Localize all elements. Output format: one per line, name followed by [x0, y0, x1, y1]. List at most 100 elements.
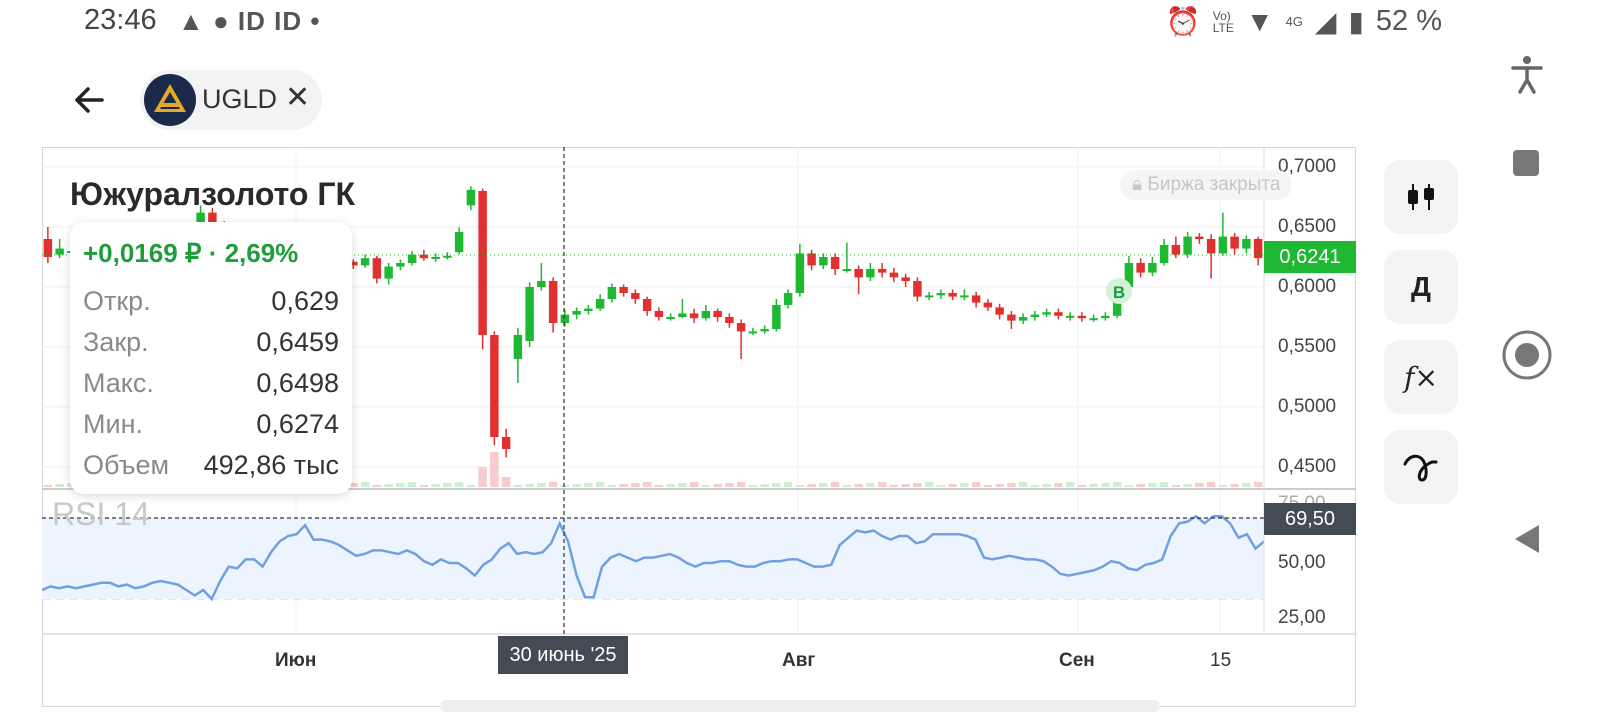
- candle-body[interactable]: [936, 293, 946, 296]
- close-icon[interactable]: ✕: [285, 81, 311, 114]
- candle-body[interactable]: [208, 212, 217, 225]
- drawing-tools-button[interactable]: [1384, 430, 1458, 504]
- candle-body[interactable]: [1018, 317, 1028, 321]
- candle-body[interactable]: [560, 314, 570, 323]
- candle-body[interactable]: [877, 269, 887, 273]
- candle-body[interactable]: [689, 313, 699, 319]
- back-nav-icon[interactable]: [1505, 517, 1549, 561]
- rsi-indicator-label[interactable]: RSI 14: [52, 496, 150, 532]
- volume-bar: [384, 484, 393, 487]
- candle-body[interactable]: [889, 272, 899, 278]
- candle-body[interactable]: [1206, 239, 1216, 254]
- candle-body[interactable]: [772, 305, 781, 329]
- candle-body[interactable]: [807, 253, 816, 266]
- candle-body[interactable]: [725, 317, 734, 323]
- candle-body[interactable]: [983, 302, 993, 308]
- candle-body[interactable]: [1159, 245, 1169, 263]
- buy-marker[interactable]: [1106, 278, 1132, 304]
- candle-tooltip: +0,0169 ₽ · 2,69% Откр. 0,629 Закр. 0,64…: [70, 222, 352, 494]
- candle-body[interactable]: [619, 287, 628, 293]
- candle-body[interactable]: [525, 287, 534, 341]
- candle-body[interactable]: [454, 231, 464, 253]
- candle-body[interactable]: [701, 311, 711, 319]
- candle-body[interactable]: [1253, 239, 1263, 259]
- candle-body[interactable]: [1101, 315, 1110, 319]
- candle-body[interactable]: [713, 311, 722, 317]
- candle-body[interactable]: [924, 295, 934, 298]
- candle-body[interactable]: [854, 269, 863, 278]
- candle-body[interactable]: [501, 437, 511, 449]
- candle-body[interactable]: [513, 335, 523, 359]
- candle-body[interactable]: [384, 266, 393, 279]
- candle-body[interactable]: [537, 281, 546, 287]
- candle-body[interactable]: [666, 317, 675, 319]
- candle-body[interactable]: [913, 281, 922, 297]
- candle-body[interactable]: [396, 263, 405, 267]
- candle-body[interactable]: [1042, 312, 1051, 315]
- indicators-button[interactable]: f×: [1384, 340, 1458, 414]
- candle-body[interactable]: [1195, 236, 1204, 239]
- candle-body[interactable]: [971, 295, 981, 303]
- candle-body[interactable]: [631, 293, 640, 299]
- candle-body[interactable]: [736, 323, 746, 332]
- candle-body[interactable]: [1171, 245, 1181, 255]
- candle-body[interactable]: [360, 258, 370, 266]
- candle-body[interactable]: [819, 257, 828, 266]
- volume-bar: [889, 485, 899, 487]
- candle-body[interactable]: [783, 293, 793, 305]
- candle-body[interactable]: [642, 299, 652, 311]
- candle-body[interactable]: [760, 329, 769, 332]
- volume-bar: [1230, 484, 1239, 487]
- candle-body[interactable]: [431, 257, 440, 259]
- home-icon[interactable]: [1500, 328, 1554, 382]
- candle-body[interactable]: [948, 293, 957, 297]
- candle-body[interactable]: [1065, 315, 1075, 318]
- candle-body[interactable]: [1077, 315, 1087, 319]
- candle-body[interactable]: [419, 254, 429, 259]
- candle-body[interactable]: [1054, 312, 1063, 316]
- candle-body[interactable]: [842, 269, 852, 271]
- candle-body[interactable]: [995, 307, 1004, 315]
- tooltip-row-close: Закр. 0,6459: [83, 327, 339, 358]
- candle-body[interactable]: [584, 308, 593, 311]
- candle-body[interactable]: [960, 295, 969, 298]
- accessibility-icon[interactable]: [1505, 52, 1549, 96]
- candle-body[interactable]: [478, 191, 487, 335]
- candle-body[interactable]: [901, 277, 910, 281]
- candle-body[interactable]: [1136, 263, 1145, 273]
- candle-body[interactable]: [678, 313, 687, 317]
- candle-body[interactable]: [1148, 263, 1157, 273]
- back-button[interactable]: [68, 78, 112, 122]
- candle-body[interactable]: [654, 311, 664, 317]
- candle-body[interactable]: [1242, 239, 1251, 249]
- chart-type-button[interactable]: [1384, 160, 1458, 234]
- candle-body[interactable]: [795, 253, 805, 293]
- candle-body[interactable]: [548, 281, 558, 323]
- candle-body[interactable]: [595, 299, 605, 309]
- candle-body[interactable]: [1183, 236, 1192, 255]
- candle-body[interactable]: [372, 258, 382, 279]
- candle-body[interactable]: [1124, 263, 1134, 287]
- candle-body[interactable]: [1089, 318, 1098, 321]
- candle-body[interactable]: [748, 331, 758, 334]
- candle-body[interactable]: [55, 248, 64, 255]
- candle-body[interactable]: [830, 257, 840, 269]
- candle-body[interactable]: [607, 287, 617, 299]
- tooltip-label: Мин.: [83, 409, 143, 439]
- candle-body[interactable]: [1218, 236, 1228, 254]
- period-button[interactable]: Д: [1384, 250, 1458, 324]
- candle-body[interactable]: [1030, 314, 1040, 317]
- candle-body[interactable]: [572, 311, 581, 315]
- candle-body[interactable]: [866, 269, 875, 278]
- gesture-handle[interactable]: [440, 700, 1160, 712]
- candle-body[interactable]: [349, 261, 358, 266]
- candle-body[interactable]: [43, 239, 53, 257]
- candle-body[interactable]: [1230, 236, 1239, 249]
- recents-icon[interactable]: [1505, 142, 1549, 186]
- candle-body[interactable]: [443, 255, 452, 258]
- volume-bar: [1253, 482, 1263, 487]
- candle-body[interactable]: [1007, 314, 1016, 321]
- candle-body[interactable]: [490, 335, 499, 437]
- candle-body[interactable]: [466, 189, 476, 206]
- candle-body[interactable]: [407, 254, 417, 263]
